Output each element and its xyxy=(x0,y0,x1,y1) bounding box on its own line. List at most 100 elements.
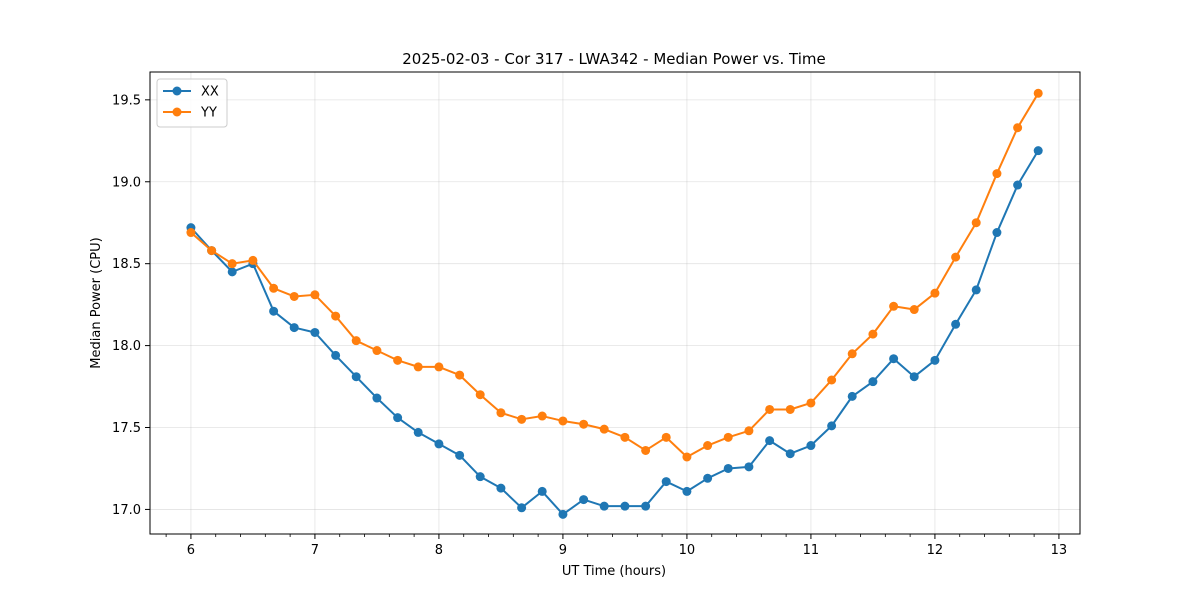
data-point-xx xyxy=(413,427,423,437)
x-tick-label: 9 xyxy=(559,543,567,558)
data-point-yy xyxy=(889,301,899,311)
data-point-xx xyxy=(765,436,775,446)
data-point-xx xyxy=(599,501,609,511)
y-tick-label: 18.5 xyxy=(112,257,141,272)
data-point-yy xyxy=(620,432,630,442)
x-tick-label: 13 xyxy=(1051,543,1068,558)
x-axis-label: UT Time (hours) xyxy=(562,564,666,579)
data-point-yy xyxy=(785,404,795,414)
y-tick-label: 17.0 xyxy=(112,503,141,518)
data-point-yy xyxy=(765,404,775,414)
legend-label-yy: YY xyxy=(200,106,217,121)
data-point-yy xyxy=(372,346,382,356)
legend-marker-xx xyxy=(172,86,182,96)
data-point-yy xyxy=(310,290,320,300)
data-point-xx xyxy=(496,483,506,493)
data-point-xx xyxy=(682,486,692,496)
data-point-yy xyxy=(599,424,609,434)
x-tick-label: 8 xyxy=(435,543,443,558)
data-point-xx xyxy=(351,372,361,382)
data-point-xx xyxy=(971,285,981,295)
legend-marker-yy xyxy=(172,107,182,117)
data-point-yy xyxy=(413,362,423,372)
data-point-yy xyxy=(951,252,961,262)
data-point-yy xyxy=(207,246,217,256)
data-point-xx xyxy=(372,393,382,403)
data-point-xx xyxy=(806,441,816,451)
x-tick-label: 10 xyxy=(679,543,696,558)
data-point-xx xyxy=(930,355,940,365)
data-point-yy xyxy=(289,291,299,301)
data-point-xx xyxy=(785,449,795,459)
data-point-xx xyxy=(579,495,589,505)
grid-lines xyxy=(150,72,1080,534)
data-point-yy xyxy=(971,218,981,228)
data-point-xx xyxy=(641,501,651,511)
data-point-xx xyxy=(289,323,299,333)
data-point-yy xyxy=(847,349,857,359)
data-point-yy xyxy=(455,370,465,380)
data-point-yy xyxy=(909,305,919,315)
data-point-xx xyxy=(620,501,630,511)
data-point-xx xyxy=(889,354,899,364)
y-tick-label: 19.5 xyxy=(112,93,141,108)
data-point-yy xyxy=(558,416,568,426)
data-point-xx xyxy=(475,472,485,482)
data-point-xx xyxy=(517,503,527,513)
legend-label-xx: XX xyxy=(201,85,219,100)
series-group xyxy=(186,88,1043,519)
data-point-yy xyxy=(517,414,527,424)
data-point-xx xyxy=(992,228,1002,238)
data-point-yy xyxy=(186,228,196,238)
data-point-yy xyxy=(227,259,237,269)
data-point-yy xyxy=(641,445,651,455)
x-axis-ticks: 6 7 8 9 10 11 12 13 xyxy=(165,534,1068,558)
data-point-xx xyxy=(1033,146,1043,156)
y-axis-label: Median Power (CPU) xyxy=(89,237,104,368)
data-point-xx xyxy=(951,319,961,329)
data-point-xx xyxy=(537,486,547,496)
data-point-xx xyxy=(847,391,857,401)
data-point-yy xyxy=(1013,123,1023,133)
data-point-xx xyxy=(1013,180,1023,190)
data-point-yy xyxy=(744,426,754,436)
data-point-yy xyxy=(930,288,940,298)
x-tick-label: 12 xyxy=(927,543,944,558)
data-point-xx xyxy=(703,473,713,483)
data-point-yy xyxy=(868,329,878,339)
data-point-yy xyxy=(827,375,837,385)
legend: XX YY xyxy=(156,78,228,128)
data-point-yy xyxy=(992,169,1002,179)
data-point-yy xyxy=(579,419,589,429)
plot-frame xyxy=(149,71,1081,535)
data-point-yy xyxy=(661,432,671,442)
data-point-xx xyxy=(909,372,919,382)
data-point-xx xyxy=(227,267,237,277)
data-point-xx xyxy=(827,421,837,431)
series-line-xx xyxy=(190,150,1040,516)
data-point-xx xyxy=(868,377,878,387)
data-point-xx xyxy=(393,413,403,423)
y-tick-label: 17.5 xyxy=(112,421,141,436)
data-point-xx xyxy=(310,327,320,337)
data-point-xx xyxy=(455,450,465,460)
data-point-yy xyxy=(723,432,733,442)
data-point-yy xyxy=(703,441,713,451)
data-point-yy xyxy=(269,283,279,293)
data-point-xx xyxy=(558,509,568,519)
x-tick-label: 11 xyxy=(803,543,820,558)
data-point-xx xyxy=(331,350,341,360)
data-point-yy xyxy=(331,311,341,321)
data-point-xx xyxy=(434,439,444,449)
data-point-xx xyxy=(661,477,671,487)
y-tick-label: 19.0 xyxy=(112,175,141,190)
data-point-yy xyxy=(248,255,258,265)
data-point-yy xyxy=(393,355,403,365)
data-point-yy xyxy=(806,398,816,408)
data-point-yy xyxy=(1033,88,1043,98)
data-point-xx xyxy=(269,306,279,316)
y-axis-ticks: 17.0 17.5 18.0 18.5 19.0 19.5 xyxy=(112,93,150,518)
data-point-xx xyxy=(723,463,733,473)
x-tick-label: 6 xyxy=(187,543,195,558)
